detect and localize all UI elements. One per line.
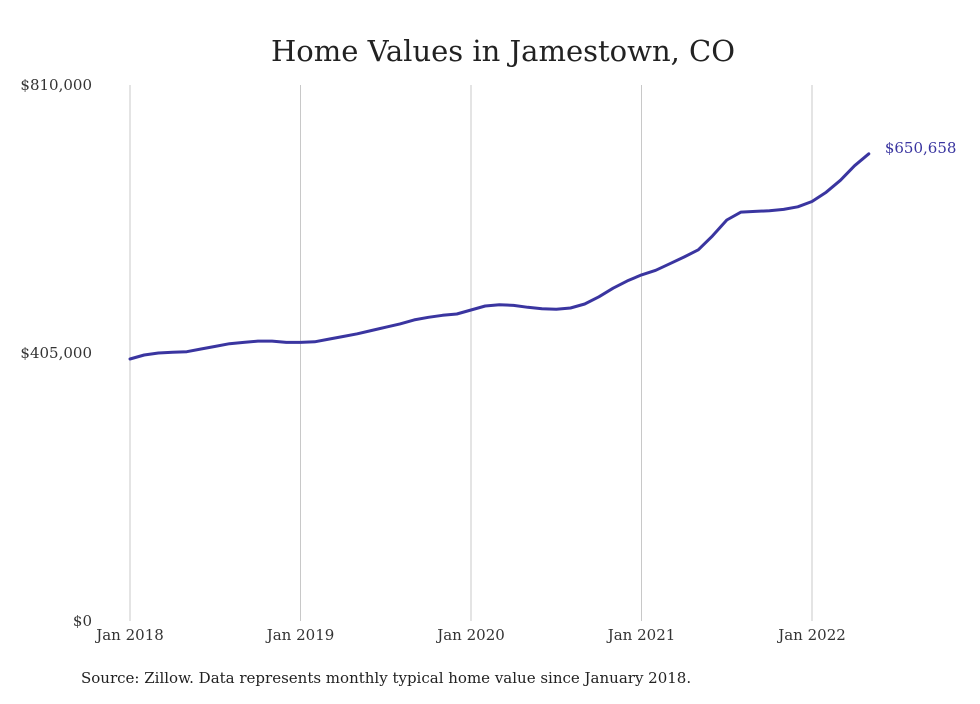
- x-tick-label: Jan 2019: [265, 626, 335, 644]
- source-note: Source: Zillow. Data represents monthly …: [81, 669, 691, 687]
- x-tick-label: Jan 2021: [606, 626, 676, 644]
- series-layer: [128, 152, 871, 361]
- labels: Home Values in Jamestown, CO Source: Zil…: [20, 34, 956, 687]
- x-tick-label: Jan 2018: [94, 626, 164, 644]
- y-tick-label: $0: [73, 612, 92, 630]
- end-value-label: $650,658: [885, 139, 957, 157]
- series-line: [128, 152, 871, 361]
- grid: [129, 85, 813, 621]
- x-tick-label: Jan 2022: [776, 626, 846, 644]
- y-tick-label: $405,000: [20, 344, 92, 362]
- y-tick-label: $810,000: [20, 76, 92, 94]
- chart-title: Home Values in Jamestown, CO: [271, 34, 735, 68]
- x-tick-label: Jan 2020: [435, 626, 505, 644]
